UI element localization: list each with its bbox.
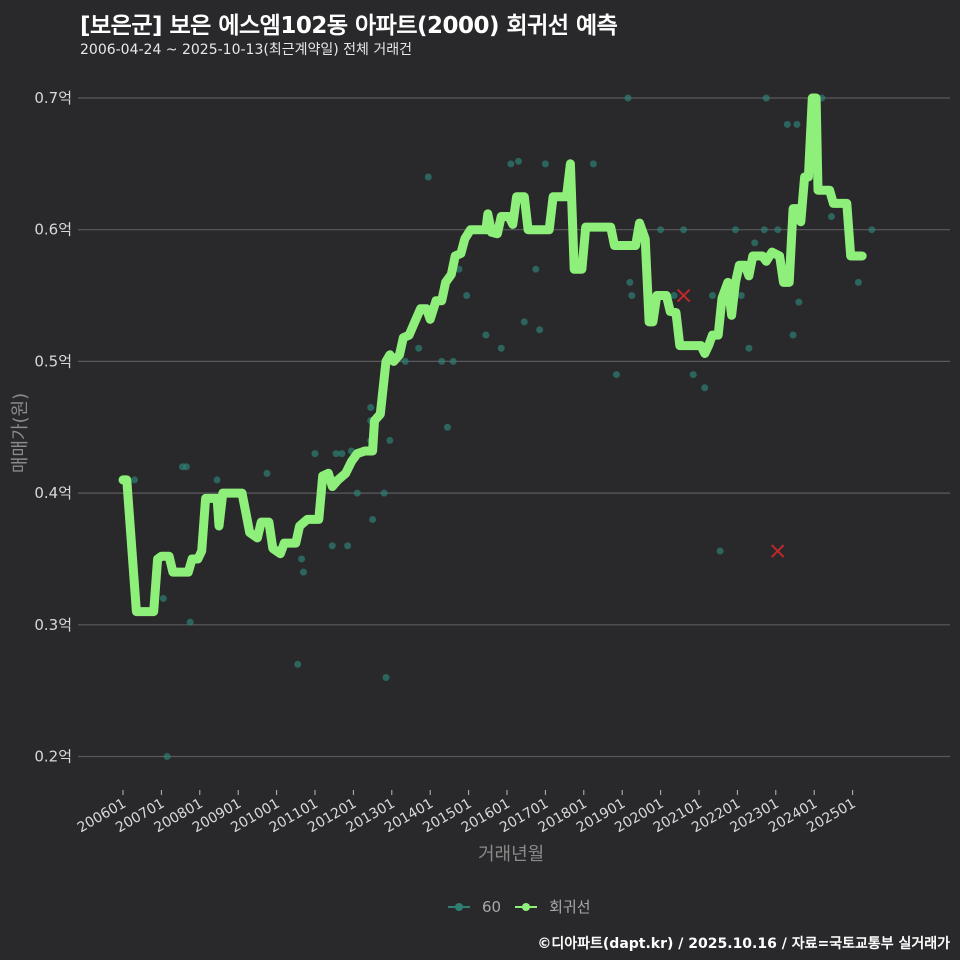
- scatter-point: [868, 226, 876, 234]
- scatter-point: [353, 489, 361, 497]
- y-axis-label: 매매가(원): [10, 392, 31, 474]
- x-axis-ticks: 2006012007012008012009012010012011012012…: [75, 790, 859, 836]
- y-tick-label: 0.6억: [34, 221, 72, 239]
- scatter-point: [299, 568, 307, 576]
- scatter-point: [774, 226, 782, 234]
- scatter-point: [380, 489, 388, 497]
- scatter-point: [536, 326, 544, 334]
- scatter-point: [415, 344, 423, 352]
- scatter-point: [793, 120, 801, 128]
- scatter-point: [762, 94, 770, 102]
- scatter-point: [541, 160, 549, 168]
- scatter-point: [438, 357, 446, 365]
- outlier-x-icon: [676, 288, 691, 303]
- scatter-point: [401, 357, 409, 365]
- scatter-point: [163, 753, 171, 760]
- scatter-point: [482, 331, 490, 339]
- scatter-point: [701, 384, 709, 392]
- scatter-point: [449, 357, 457, 365]
- scatter-point: [213, 476, 221, 484]
- scatter-point: [716, 547, 724, 555]
- chart-subtitle: 2006-04-24 ~ 2025-10-13(최근계약일) 전체 거래건: [80, 42, 412, 58]
- scatter-point: [708, 292, 716, 300]
- scatter-point: [854, 278, 862, 286]
- scatter-point: [131, 476, 139, 484]
- scatter-point: [159, 594, 167, 602]
- y-tick-label: 0.2억: [34, 748, 72, 766]
- scatter-point: [751, 239, 759, 247]
- scatter-point: [263, 469, 271, 477]
- scatter-point: [328, 542, 336, 550]
- scatter-point: [624, 94, 632, 102]
- scatter-point: [657, 226, 665, 234]
- scatter-point: [382, 673, 390, 681]
- legend-swatch-line-icon: [515, 902, 538, 911]
- footer-credit: ©디아파트(dapt.kr) / 2025.10.16 / 자료=국토교통부 실…: [537, 936, 950, 952]
- scatter-point: [589, 160, 597, 168]
- legend: 60 회귀선: [448, 896, 605, 917]
- scatter-point: [367, 403, 375, 411]
- legend-label-60: 60: [482, 897, 502, 916]
- scatter-points-60: [131, 94, 876, 760]
- scatter-point: [795, 298, 803, 306]
- gridlines: [78, 97, 950, 758]
- scatter-point: [520, 318, 528, 326]
- scatter-point: [745, 344, 753, 352]
- scatter-point: [783, 120, 791, 128]
- scatter-point: [827, 213, 835, 221]
- y-tick-label: 0.7억: [34, 89, 72, 107]
- legend-label-regression: 회귀선: [549, 898, 591, 916]
- scatter-point: [760, 226, 768, 234]
- outlier-markers: [676, 288, 785, 558]
- scatter-point: [497, 344, 505, 352]
- scatter-point: [424, 173, 432, 181]
- scatter-point: [182, 463, 190, 471]
- scatter-point: [338, 450, 346, 458]
- scatter-point: [612, 371, 620, 379]
- legend-item-60[interactable]: 60: [448, 898, 501, 916]
- scatter-point: [515, 157, 523, 165]
- scatter-point: [344, 542, 352, 550]
- scatter-point: [626, 278, 634, 286]
- regression-line: [118, 93, 867, 617]
- scatter-point: [689, 371, 697, 379]
- scatter-point: [298, 555, 306, 563]
- scatter-point: [628, 292, 636, 300]
- y-tick-label: 0.3억: [34, 616, 72, 634]
- scatter-point: [369, 515, 377, 523]
- scatter-point: [294, 660, 302, 668]
- outlier-x-icon: [771, 544, 785, 558]
- x-axis-label: 거래년월: [478, 844, 545, 865]
- scatter-point: [186, 618, 194, 626]
- scatter-point: [386, 436, 394, 444]
- scatter-point: [507, 160, 515, 168]
- scatter-point: [737, 292, 745, 300]
- scatter-point: [789, 331, 797, 339]
- y-tick-label: 0.4억: [34, 484, 72, 502]
- y-tick-label: 0.5억: [34, 352, 72, 370]
- scatter-point: [532, 265, 540, 273]
- scatter-point: [311, 450, 319, 458]
- chart-title: [보은군] 보은 에스엠102동 아파트(2000) 회귀선 예측: [80, 13, 618, 39]
- scatter-point: [731, 226, 739, 234]
- scatter-point: [332, 450, 340, 458]
- legend-item-regression[interactable]: 회귀선: [515, 896, 591, 917]
- scatter-point: [443, 423, 451, 431]
- scatter-point: [463, 292, 471, 300]
- scatter-point: [680, 226, 688, 234]
- scatter-point: [670, 292, 678, 300]
- y-axis-ticks: 0.2억 0.3억 0.4억 0.5억 0.6억 0.7억: [34, 89, 72, 766]
- legend-swatch-scatter-icon: [448, 902, 470, 911]
